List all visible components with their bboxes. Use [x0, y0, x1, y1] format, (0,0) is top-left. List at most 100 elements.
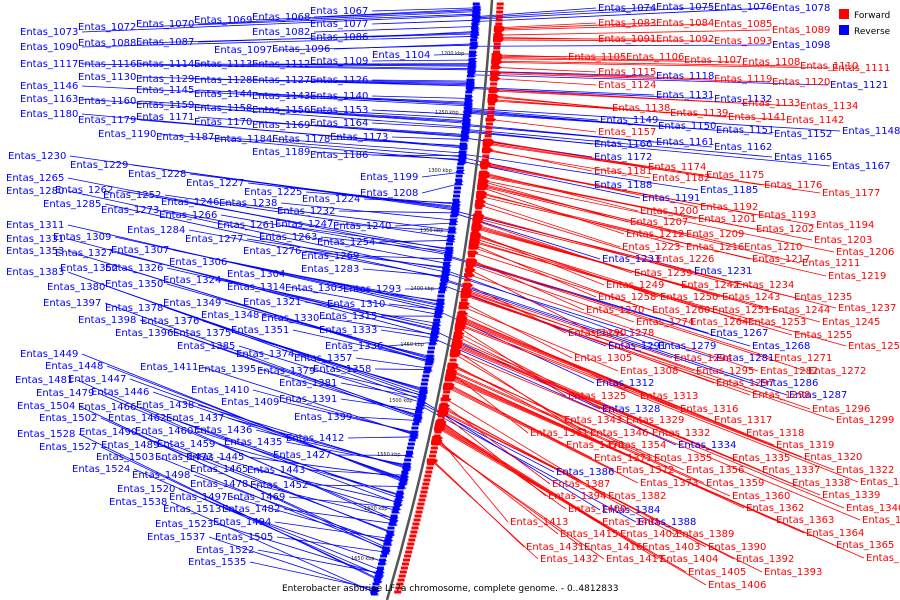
- gene-label[interactable]: Entas_1280: [6, 186, 64, 197]
- gene-label[interactable]: Entas_1090: [20, 42, 78, 53]
- gene-label[interactable]: Entas_1285: [43, 199, 101, 210]
- gene-label[interactable]: Entas_1116: [78, 59, 136, 70]
- gene-label[interactable]: Entas_1159: [136, 100, 194, 111]
- gene-label[interactable]: Entas_1258: [598, 292, 656, 303]
- gene-label[interactable]: Entas_1120: [772, 77, 830, 88]
- gene-label[interactable]: Entas_1335: [732, 453, 790, 464]
- gene-label[interactable]: Entas_1181: [594, 166, 652, 177]
- gene-label[interactable]: Entas_1145: [136, 85, 194, 96]
- gene-label[interactable]: Entas_1388: [638, 517, 696, 528]
- gene-label[interactable]: Entas_1294: [674, 353, 732, 364]
- gene-label[interactable]: Entas_1314: [227, 282, 285, 293]
- gene-label[interactable]: Entas_1366: [866, 553, 900, 564]
- gene-label[interactable]: Entas_1327: [55, 248, 113, 259]
- gene-label[interactable]: Entas_1264: [690, 317, 748, 328]
- gene-label[interactable]: Entas_1121: [830, 80, 888, 91]
- gene-label[interactable]: Entas_1431: [526, 542, 584, 553]
- gene-label[interactable]: Entas_1263: [259, 232, 317, 243]
- gene-label[interactable]: Entas_1287: [789, 390, 847, 401]
- gene-label[interactable]: Entas_1373: [640, 478, 698, 489]
- gene-label[interactable]: Entas_1194: [816, 220, 874, 231]
- gene-label[interactable]: Entas_1190: [98, 129, 156, 140]
- gene-label[interactable]: Entas_1174: [648, 162, 706, 173]
- gene-label[interactable]: Entas_1354: [608, 440, 666, 451]
- gene-label[interactable]: Entas_1269: [301, 251, 359, 262]
- gene-label[interactable]: Entas_1296: [812, 404, 870, 415]
- gene-label[interactable]: Entas_1153: [310, 105, 368, 116]
- gene-label[interactable]: Entas_1394: [548, 491, 606, 502]
- gene-label[interactable]: Entas_1087: [136, 37, 194, 48]
- gene-label[interactable]: Entas_1386: [556, 467, 614, 478]
- gene-label[interactable]: Entas_1260: [652, 305, 710, 316]
- gene-label[interactable]: Entas_1351: [231, 325, 289, 336]
- gene-label[interactable]: Entas_1237: [838, 303, 896, 314]
- gene-label[interactable]: Entas_1481: [15, 375, 73, 386]
- gene-label[interactable]: Entas_1404: [660, 554, 718, 565]
- gene-label[interactable]: Entas_1250: [660, 292, 718, 303]
- gene-label[interactable]: Entas_1380: [47, 282, 105, 293]
- gene-label[interactable]: Entas_1309: [53, 232, 111, 243]
- gene-label[interactable]: Entas_1261: [217, 220, 275, 231]
- gene-label[interactable]: Entas_1089: [772, 25, 830, 36]
- gene-label[interactable]: Entas_1445: [186, 452, 244, 463]
- gene-label[interactable]: Entas_1210: [744, 242, 802, 253]
- gene-label[interactable]: Entas_1092: [656, 34, 714, 45]
- gene-label[interactable]: Entas_1265: [6, 173, 64, 184]
- gene-label[interactable]: Entas_1303: [285, 283, 343, 294]
- gene-label[interactable]: Entas_1138: [612, 103, 670, 114]
- gene-label[interactable]: Entas_1417: [606, 554, 664, 565]
- gene-label[interactable]: Entas_1319: [776, 440, 834, 451]
- gene-label[interactable]: Entas_1360: [732, 491, 790, 502]
- gene-label[interactable]: Entas_1337: [762, 465, 820, 476]
- gene-label[interactable]: Entas_1396: [115, 328, 173, 339]
- gene-label[interactable]: Entas_1359: [706, 478, 764, 489]
- gene-label[interactable]: Entas_1358: [313, 364, 371, 375]
- gene-label[interactable]: Entas_1323: [860, 477, 900, 488]
- gene-label[interactable]: Entas_1067: [310, 6, 368, 17]
- gene-label[interactable]: Entas_1348: [201, 310, 259, 321]
- gene-label[interactable]: Entas_1413: [510, 517, 568, 528]
- gene-label[interactable]: Entas_1340: [846, 503, 900, 514]
- gene-label[interactable]: Entas_1469: [227, 492, 285, 503]
- gene-label[interactable]: Entas_1189: [252, 147, 310, 158]
- gene-label[interactable]: Entas_1322: [836, 465, 894, 476]
- gene-label[interactable]: Entas_1178: [272, 134, 330, 145]
- gene-label[interactable]: Entas_1076: [714, 2, 772, 13]
- gene-label[interactable]: Entas_1465: [190, 464, 248, 475]
- gene-label[interactable]: Entas_1238: [219, 198, 277, 209]
- gene-label[interactable]: Entas_1113: [194, 59, 252, 70]
- gene-label[interactable]: Entas_1240: [333, 221, 391, 232]
- gene-label[interactable]: Entas_1169: [252, 120, 310, 131]
- gene-label[interactable]: Entas_1365: [836, 540, 894, 551]
- gene-label[interactable]: Entas_1489: [101, 440, 159, 451]
- gene-label[interactable]: Entas_1308: [620, 366, 678, 377]
- gene-label[interactable]: Entas_1399: [294, 412, 352, 423]
- gene-label[interactable]: Entas_1170: [194, 117, 252, 128]
- gene-label[interactable]: Entas_1187: [156, 132, 214, 143]
- gene-label[interactable]: Entas_1160: [78, 96, 136, 107]
- gene-label[interactable]: Entas_1230: [8, 151, 66, 162]
- gene-label[interactable]: Entas_1251: [712, 305, 770, 316]
- gene-label[interactable]: Entas_1390: [708, 542, 766, 553]
- gene-label[interactable]: Entas_1443: [247, 465, 305, 476]
- gene-label[interactable]: Entas_1357: [294, 353, 352, 364]
- gene-label[interactable]: Entas_1243: [722, 292, 780, 303]
- gene-label[interactable]: Entas_1097: [214, 45, 272, 56]
- gene-label[interactable]: Entas_1520: [117, 484, 175, 495]
- gene-label[interactable]: Entas_1324: [163, 275, 221, 286]
- gene-label[interactable]: Entas_1332: [652, 428, 710, 439]
- gene-label[interactable]: Entas_1381: [279, 378, 337, 389]
- gene-label[interactable]: Entas_1395: [198, 364, 256, 375]
- gene-label[interactable]: Entas_1157: [598, 127, 656, 138]
- gene-label[interactable]: Entas_1255: [794, 330, 852, 341]
- gene-label[interactable]: Entas_1163: [20, 94, 78, 105]
- gene-label[interactable]: Entas_1304: [227, 269, 285, 280]
- gene-label[interactable]: Entas_1134: [800, 101, 858, 112]
- gene-label[interactable]: Entas_1371: [594, 453, 652, 464]
- gene-label[interactable]: Entas_1109: [310, 56, 368, 67]
- gene-label[interactable]: Entas_1283: [301, 264, 359, 275]
- gene-label[interactable]: Entas_1124: [598, 80, 656, 91]
- gene-label[interactable]: Entas_1232: [277, 206, 335, 217]
- gene-label[interactable]: Entas_1537: [147, 532, 205, 543]
- gene-label[interactable]: Entas_1077: [310, 19, 368, 30]
